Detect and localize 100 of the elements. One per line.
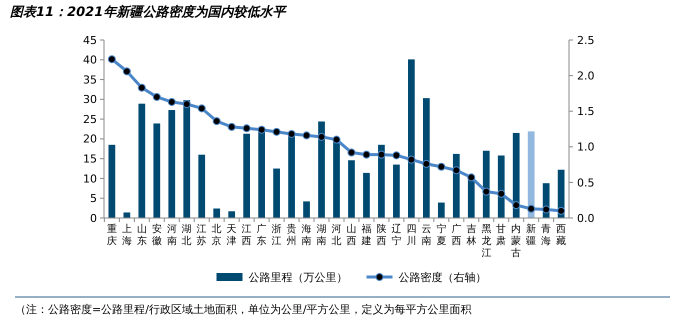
bar	[198, 154, 206, 218]
point	[452, 166, 460, 174]
y-tick-label: 45	[83, 34, 97, 47]
point	[557, 206, 566, 215]
y-tick-label: 20	[83, 132, 97, 146]
x-tick-label: 浙江	[272, 223, 282, 247]
x-tick-label: 福建	[360, 223, 372, 247]
bar	[438, 202, 445, 218]
point	[108, 55, 116, 64]
y-tick-label: 40	[83, 54, 97, 67]
x-tick-label: 海南	[302, 223, 312, 247]
y-tick-label: 10	[83, 172, 97, 186]
point	[302, 131, 311, 140]
point	[377, 150, 386, 159]
point	[422, 160, 430, 168]
legend-label: 公路里程（万公里）	[248, 270, 348, 284]
y-tick-label: 0	[90, 212, 97, 225]
bar	[273, 168, 280, 218]
chart-title: 图表11：2021年新疆公路密度为国内较低水平	[10, 4, 288, 20]
text: （注：公路密度=公路里程/行政区域土地面积，单位为公里/平方公里，定义为每平方公里面积	[15, 303, 472, 316]
y-tick-label: 30	[83, 93, 97, 106]
point	[542, 205, 550, 214]
point	[168, 98, 176, 106]
y-tick-label: 5	[90, 192, 97, 206]
x-tick-label: 山东	[136, 223, 147, 247]
y-tick-label: 15	[83, 152, 97, 166]
point	[347, 148, 356, 156]
x-tick-label: 重庆	[106, 223, 117, 247]
bar	[258, 130, 265, 218]
x-tick-label: 河南	[166, 223, 177, 247]
x-tick-label: 内蒙古	[511, 223, 522, 259]
point	[467, 173, 476, 182]
point	[527, 204, 536, 213]
bar	[378, 144, 385, 218]
bar	[153, 123, 160, 218]
point	[122, 67, 131, 76]
x-tick-label: 吉林	[465, 223, 476, 247]
bar	[348, 160, 355, 218]
point	[512, 201, 520, 210]
x-tick-label: 陕西	[376, 223, 386, 247]
point	[182, 100, 191, 108]
y2-tick-label: 2.0	[577, 69, 594, 82]
y2-tick-label: 1.5	[577, 105, 594, 118]
bar	[213, 208, 220, 218]
x-tick-label: 湖南	[316, 223, 327, 247]
x-tick-label: 西藏	[556, 224, 566, 247]
point	[318, 132, 326, 141]
x-tick-label: 北京	[212, 223, 222, 247]
point	[332, 136, 340, 144]
x-tick-label: 新疆	[526, 223, 536, 247]
point	[407, 156, 416, 164]
point	[212, 117, 221, 126]
bar	[138, 104, 146, 218]
point	[198, 104, 206, 112]
x-tick-label: 安徽	[152, 223, 162, 247]
point	[272, 128, 281, 136]
x-tick-label: 山西	[346, 223, 356, 247]
y2-tick-label: 0.0	[577, 212, 594, 225]
x-tick-label: 湖北	[182, 223, 192, 247]
bar	[108, 144, 116, 218]
x-tick-label: 上海	[122, 223, 132, 247]
x-tick-label: 四川	[406, 224, 416, 247]
x-tick-label: 广西	[451, 223, 462, 247]
bar	[318, 121, 325, 218]
bar	[363, 172, 370, 218]
x-tick-label: 青海	[541, 223, 552, 247]
bar	[243, 134, 250, 218]
point	[288, 130, 296, 138]
point	[482, 188, 490, 196]
x-tick-label: 宁夏	[436, 223, 446, 247]
x-tick-label: 云南	[421, 224, 432, 247]
point	[497, 190, 506, 198]
x-tick-label: 辽宁	[391, 223, 402, 247]
bar	[303, 201, 310, 218]
y2-tick-label: 2.5	[577, 34, 594, 47]
y2-tick-label: 0.5	[577, 176, 594, 190]
point	[437, 162, 446, 171]
point	[228, 122, 236, 131]
point	[152, 92, 161, 101]
point	[392, 151, 400, 160]
bar	[288, 134, 295, 218]
y2-tick-label: 1.0	[577, 140, 594, 154]
legend-label: 公路密度（右轴）	[398, 270, 486, 284]
bar	[422, 98, 430, 218]
bar	[168, 110, 176, 218]
point	[138, 84, 146, 92]
y-tick-label: 35	[83, 73, 97, 86]
x-tick-label: 甘肃	[496, 223, 506, 247]
bar	[393, 164, 400, 218]
x-tick-label: 河北	[332, 223, 342, 247]
bar	[408, 59, 415, 218]
point	[362, 150, 370, 159]
x-tick-label: 江苏	[196, 223, 207, 247]
x-tick-label: 江西	[242, 223, 252, 247]
point	[242, 124, 251, 132]
x-tick-label: 天津	[226, 224, 237, 247]
x-tick-label: 贵州	[286, 223, 297, 247]
point	[258, 126, 266, 134]
x-tick-label: 黑龙江	[481, 224, 492, 259]
bar	[183, 100, 190, 218]
